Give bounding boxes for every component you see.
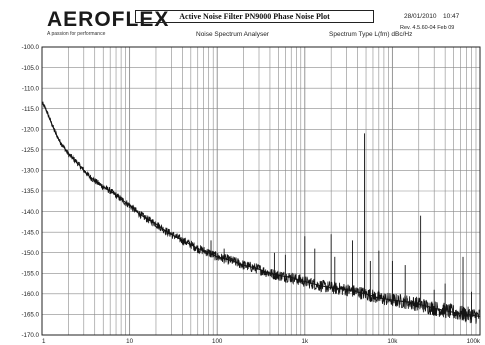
data-point <box>109 190 111 192</box>
y-tick-label: -170.0 <box>21 332 39 339</box>
y-tick-label: -165.0 <box>21 312 39 319</box>
data-point <box>63 147 65 149</box>
data-point <box>89 176 91 178</box>
data-point <box>319 285 321 287</box>
y-tick-label: -160.0 <box>21 291 39 298</box>
data-point <box>208 252 210 254</box>
data-point <box>155 223 157 225</box>
x-tick-label: 10 <box>126 338 133 345</box>
noise-traces <box>41 101 481 324</box>
y-tick-label: -135.0 <box>21 188 39 195</box>
x-tick-label: 10k <box>387 338 398 345</box>
data-point <box>216 256 218 258</box>
x-tick-label: 100k <box>467 338 481 345</box>
data-point <box>59 141 61 143</box>
plot-subtitle: Noise Spectrum Analyser <box>196 31 269 38</box>
y-tick-label: -115.0 <box>22 106 40 113</box>
data-point <box>232 260 234 262</box>
data-point <box>345 289 348 291</box>
spectrum-type-label: Spectrum Type L(fm) dBc/Hz <box>329 31 413 38</box>
x-axis-ticks: 1 10 100 1k 10k 100k <box>42 338 481 345</box>
data-point <box>242 264 245 266</box>
revision-label: Rev. 4.5.60-04 Feb 09 <box>400 25 455 31</box>
y-tick-label: -150.0 <box>21 250 39 257</box>
data-point <box>144 217 146 219</box>
data-point <box>269 272 271 274</box>
data-point <box>170 233 172 235</box>
data-point <box>120 198 122 200</box>
data-point <box>365 293 367 295</box>
data-point <box>190 243 192 246</box>
data-point <box>135 210 138 213</box>
data-point <box>45 108 47 110</box>
data-point <box>115 194 117 196</box>
logo-tagline: A passion for performance <box>47 31 106 37</box>
time-label: 10:47 <box>443 13 460 20</box>
data-point <box>94 180 96 182</box>
data-point <box>407 301 409 303</box>
data-point <box>277 274 280 276</box>
data-point <box>418 303 420 305</box>
y-tick-label: -145.0 <box>21 229 39 236</box>
y-tick-label: -140.0 <box>21 209 39 216</box>
noise-trace-detail <box>41 101 481 324</box>
y-tick-label: -155.0 <box>21 270 39 277</box>
data-point <box>181 239 183 241</box>
date-label: 28/01/2010 <box>404 13 437 20</box>
data-point <box>465 313 468 316</box>
y-axis-ticks: -100.0 -105.0 -110.0 -115.0 -120.0 -125.0 -130… <box>21 44 39 339</box>
data-point <box>76 161 78 163</box>
data-point <box>129 204 131 206</box>
data-point <box>290 276 292 278</box>
data-point <box>48 116 50 118</box>
data-point <box>203 250 205 252</box>
series-line <box>41 102 481 318</box>
y-tick-label: -105.0 <box>21 65 39 72</box>
y-tick-label: -125.0 <box>21 147 39 154</box>
data-point <box>453 311 455 313</box>
y-tick-label: -110.0 <box>22 85 40 92</box>
plot-title: Active Noise Filter PN9000 Phase Noise P… <box>135 10 374 23</box>
y-tick-label: -120.0 <box>21 126 39 133</box>
y-tick-label: -100.0 <box>21 44 39 51</box>
plot-frame <box>41 46 481 336</box>
aeroflex-logo: AEROFLEX <box>47 8 170 31</box>
x-tick-label: 1 <box>42 338 46 345</box>
data-point <box>67 153 69 155</box>
data-point <box>258 268 260 270</box>
x-tick-label: 100 <box>212 338 223 345</box>
y-tick-label: -130.0 <box>21 168 39 175</box>
data-point <box>197 248 199 250</box>
data-point <box>163 229 166 231</box>
data-point <box>102 186 104 188</box>
x-tick-label: 1k <box>302 338 309 345</box>
data-point <box>83 169 85 172</box>
data-point <box>54 130 56 132</box>
